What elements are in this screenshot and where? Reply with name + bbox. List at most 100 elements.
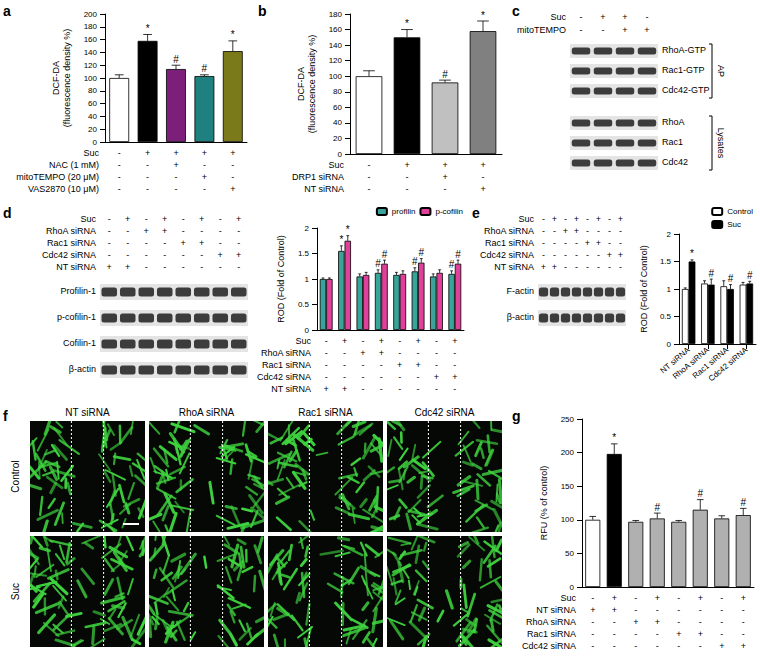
svg-text:+: + (552, 262, 557, 272)
svg-text:-: - (634, 641, 637, 651)
svg-text:-: - (398, 336, 401, 346)
svg-text:Cofilin-1: Cofilin-1 (63, 338, 96, 348)
svg-text:+: + (144, 226, 149, 236)
svg-text:-: - (219, 214, 222, 224)
svg-text:40: 40 (333, 118, 342, 127)
svg-text:-: - (608, 214, 611, 224)
svg-text:β-actin: β-actin (69, 364, 96, 374)
svg-text:g: g (512, 408, 521, 424)
svg-text:+: + (563, 226, 568, 236)
svg-text:Suc: Suc (560, 593, 576, 603)
svg-text:*: * (146, 23, 150, 34)
svg-text:-: - (203, 160, 206, 170)
svg-text:ROD (Fold of Control): ROD (Fold of Control) (276, 235, 286, 323)
svg-text:140: 140 (84, 48, 98, 57)
svg-text:80: 80 (333, 87, 342, 96)
svg-text:+: + (644, 25, 649, 35)
svg-text:1.5: 1.5 (660, 257, 672, 266)
svg-text:-: - (108, 214, 111, 224)
svg-text:+: + (379, 348, 384, 358)
svg-text:-: - (435, 360, 438, 370)
svg-text:#: # (382, 249, 388, 260)
svg-text:Suc: Suc (518, 214, 534, 224)
svg-text:-: - (677, 593, 680, 603)
svg-text:+: + (360, 348, 365, 358)
svg-text:+: + (415, 336, 420, 346)
svg-text:-: - (325, 348, 328, 358)
svg-text:-: - (108, 250, 111, 260)
svg-text:-: - (145, 262, 148, 272)
svg-text:+: + (607, 250, 612, 260)
svg-text:-: - (575, 238, 578, 248)
svg-text:Suc: Suc (10, 583, 21, 600)
svg-text:150: 150 (561, 482, 575, 491)
svg-text:a: a (3, 3, 11, 19)
svg-text:-: - (231, 160, 234, 170)
svg-text:-: - (118, 148, 121, 158)
svg-text:#: # (654, 502, 660, 513)
svg-text:d: d (3, 205, 12, 221)
svg-text:Suc: Suc (328, 160, 344, 170)
svg-text:-: - (435, 348, 438, 358)
svg-text:+: + (480, 184, 485, 194)
svg-text:Cdc42-GTP: Cdc42-GTP (662, 85, 710, 95)
svg-text:-: - (163, 262, 166, 272)
svg-text:0.5: 0.5 (298, 300, 310, 309)
svg-text:-: - (608, 262, 611, 272)
svg-text:-: - (380, 372, 383, 382)
svg-text:+: + (655, 593, 660, 603)
svg-text:-: - (453, 348, 456, 358)
svg-text:#: # (747, 270, 753, 281)
svg-text:#: # (202, 63, 208, 74)
svg-text:-: - (742, 629, 745, 639)
svg-text:-: - (591, 617, 594, 627)
svg-text:+: + (202, 172, 207, 182)
svg-text:-: - (200, 226, 203, 236)
svg-text:*: * (612, 432, 616, 443)
svg-text:-: - (200, 250, 203, 260)
svg-text:200: 200 (561, 448, 575, 457)
svg-text:AP: AP (716, 65, 726, 77)
svg-text:-: - (175, 172, 178, 182)
svg-text:40: 40 (88, 112, 97, 121)
svg-text:+: + (181, 238, 186, 248)
svg-text:-: - (417, 372, 420, 382)
svg-text:-: - (417, 384, 420, 394)
svg-text:NAC (1 mM): NAC (1 mM) (49, 160, 99, 170)
svg-text:-: - (163, 238, 166, 248)
svg-text:-: - (634, 593, 637, 603)
svg-text:-: - (146, 160, 149, 170)
svg-text:-: - (368, 160, 371, 170)
svg-text:-: - (398, 384, 401, 394)
svg-text:+: + (342, 384, 347, 394)
svg-text:-: - (237, 262, 240, 272)
svg-text:+: + (618, 214, 623, 224)
svg-text:-: - (406, 184, 409, 194)
svg-text:+: + (622, 25, 627, 35)
svg-text:160: 160 (84, 35, 98, 44)
svg-text:+: + (600, 12, 605, 22)
svg-text:80: 80 (88, 86, 97, 95)
svg-text:#: # (740, 497, 746, 508)
svg-text:+: + (415, 360, 420, 370)
svg-text:-: - (591, 641, 594, 651)
svg-text:-: - (656, 629, 659, 639)
svg-text:#: # (697, 488, 703, 499)
svg-text:Cdc42: Cdc42 (662, 157, 688, 167)
svg-text:-: - (597, 262, 600, 272)
svg-text:-: - (553, 250, 556, 260)
svg-text:#: # (728, 273, 734, 284)
svg-text:-: - (720, 593, 723, 603)
svg-text:ROD (Fold of Control): ROD (Fold of Control) (639, 245, 649, 333)
svg-text:250: 250 (561, 415, 575, 424)
svg-text:60: 60 (333, 103, 342, 112)
svg-text:-: - (542, 226, 545, 236)
svg-text:Rac1: Rac1 (662, 137, 683, 147)
svg-text:*: * (346, 224, 350, 235)
svg-text:-: - (575, 262, 578, 272)
svg-text:-: - (182, 250, 185, 260)
svg-text:-: - (613, 641, 616, 651)
svg-text:-: - (380, 384, 383, 394)
svg-text:-: - (175, 184, 178, 194)
svg-text:+: + (574, 226, 579, 236)
